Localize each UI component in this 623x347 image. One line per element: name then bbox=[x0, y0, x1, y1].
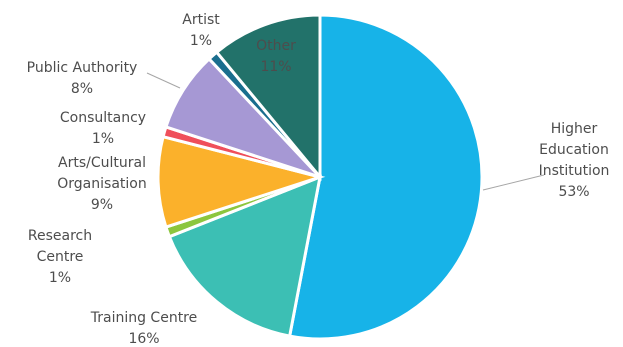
slice-label-1: Training Centre 16% bbox=[90, 310, 198, 347]
slice-label-line: Consultancy bbox=[60, 110, 146, 126]
slice-label-4: Consultancy 1% bbox=[60, 110, 146, 147]
slice-percent: 16% bbox=[128, 331, 159, 347]
slice-label-2: Research Centre 1% bbox=[28, 228, 92, 286]
slice-label-line: Public Authority bbox=[27, 60, 138, 76]
slice-label-6: Artist 1% bbox=[182, 12, 220, 49]
pie-slice-1 bbox=[167, 174, 322, 338]
slice-percent: 1% bbox=[190, 33, 212, 49]
leader-line-5 bbox=[146, 72, 181, 89]
slice-label-0: Higher Education Institution 53% bbox=[539, 121, 610, 200]
leader-lines bbox=[146, 72, 545, 191]
slice-percent: 11% bbox=[260, 59, 291, 75]
slice-label-7: Other 11% bbox=[256, 38, 296, 75]
pie-slice-7 bbox=[214, 13, 322, 182]
slice-label-line: Organisation bbox=[57, 176, 146, 192]
leader-line-0 bbox=[482, 174, 545, 191]
pie-slice-3 bbox=[156, 134, 326, 229]
slice-label-line: Arts/Cultural bbox=[58, 155, 146, 171]
slice-label-line: Education bbox=[539, 142, 609, 158]
slice-label-line: Research bbox=[28, 228, 92, 244]
slice-label-line: Other bbox=[256, 38, 296, 54]
slice-percent: 8% bbox=[71, 81, 93, 97]
slice-label-3: Arts/Cultural Organisation 9% bbox=[57, 155, 146, 213]
pie-slice-0 bbox=[287, 13, 484, 341]
slice-label-line: Institution bbox=[539, 163, 610, 179]
pie-slices bbox=[156, 13, 484, 341]
slice-labels: Higher Education Institution 53% Training Ce… bbox=[27, 12, 610, 347]
slice-percent: 1% bbox=[49, 270, 71, 286]
slice-label-line: Centre bbox=[37, 249, 84, 265]
slice-percent: 53% bbox=[558, 184, 589, 200]
slice-percent: 1% bbox=[92, 131, 114, 147]
slice-percent: 9% bbox=[91, 197, 113, 213]
slice-label-5: Public Authority 8% bbox=[27, 60, 138, 97]
slice-label-line: Training Centre bbox=[90, 310, 198, 326]
slice-label-line: Artist bbox=[182, 12, 220, 28]
slice-label-line: Higher bbox=[551, 121, 598, 137]
